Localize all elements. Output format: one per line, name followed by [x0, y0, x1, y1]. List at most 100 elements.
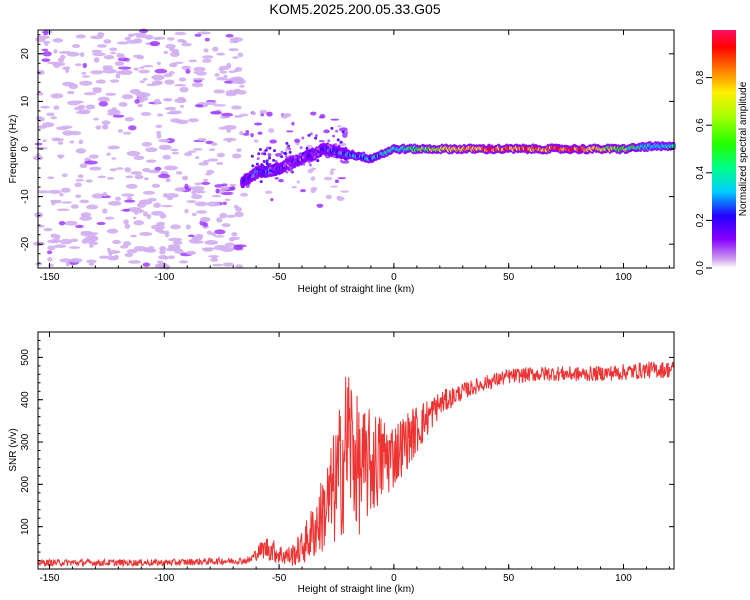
- ridge-speckle: [330, 126, 334, 130]
- noise-blob: [155, 124, 163, 128]
- noise-blob: [209, 110, 222, 115]
- noise-blob: [226, 128, 232, 133]
- noise-blob: [141, 141, 153, 147]
- noise-blob: [61, 125, 73, 129]
- noise-blob: [139, 28, 149, 34]
- x-tick-label: -100: [154, 272, 174, 283]
- spectrogram-y-label: Frequency (Hz): [8, 115, 19, 184]
- noise-blob: [119, 69, 133, 76]
- noise-blob: [251, 111, 256, 116]
- noise-blob: [115, 167, 124, 170]
- noise-blob: [102, 68, 117, 74]
- noise-blob: [162, 154, 172, 160]
- noise-blob: [151, 74, 165, 81]
- noise-blob: [104, 216, 115, 220]
- x-tick-label: -100: [154, 573, 174, 584]
- noise-blob: [51, 238, 61, 244]
- noise-blob: [41, 48, 49, 52]
- noise-blob: [57, 141, 64, 145]
- noise-blob: [253, 139, 259, 143]
- noise-blob: [133, 245, 148, 252]
- snr-y-label: SNR (v/v): [8, 428, 19, 471]
- noise-blob: [156, 61, 161, 65]
- noise-blob: [156, 260, 164, 264]
- noise-blob: [231, 80, 244, 84]
- ridge-speckle: [309, 132, 313, 136]
- noise-blob: [113, 255, 119, 259]
- ridge-speckle: [307, 133, 311, 137]
- ridge-speckle: [302, 162, 306, 166]
- noise-blob: [185, 69, 191, 74]
- ridge-speckle: [265, 146, 269, 150]
- ridge-speckle: [272, 164, 276, 168]
- noise-blob: [216, 77, 228, 81]
- ridge-speckle: [327, 139, 331, 143]
- noise-blob: [78, 139, 84, 145]
- ridge-speckle: [276, 170, 280, 174]
- noise-blob: [190, 194, 203, 200]
- noise-blob: [127, 33, 135, 38]
- ridge-speckle: [341, 130, 345, 134]
- ridge-speckle: [272, 158, 276, 162]
- noise-blob: [174, 31, 187, 36]
- noise-blob: [179, 86, 189, 93]
- ridge-speckle: [257, 152, 261, 156]
- noise-blob: [195, 156, 200, 160]
- noise-blob: [191, 212, 197, 216]
- noise-blob: [188, 239, 199, 243]
- snr-y-axis: 100 200 300 400 500: [20, 331, 674, 570]
- noise-blob: [75, 148, 87, 154]
- noise-blob: [213, 104, 227, 107]
- noise-blob: [58, 50, 72, 54]
- noise-blob: [43, 227, 53, 232]
- noise-blob: [202, 160, 210, 164]
- noise-blob: [35, 262, 43, 266]
- noise-blob: [62, 130, 74, 136]
- noise-blob: [178, 77, 187, 82]
- noise-blob: [168, 237, 183, 242]
- noise-blob: [79, 80, 93, 86]
- noise-blob: [184, 208, 189, 214]
- noise-blob: [202, 248, 214, 252]
- noise-blob: [179, 104, 185, 108]
- noise-blob: [206, 230, 212, 235]
- noise-blob: [164, 79, 175, 85]
- noise-blob: [57, 57, 65, 63]
- noise-blob: [91, 193, 106, 199]
- noise-blob: [107, 201, 122, 206]
- noise-blob: [140, 199, 148, 203]
- noise-blob: [229, 40, 239, 44]
- noise-blob: [181, 42, 192, 47]
- noise-blob: [71, 44, 81, 49]
- noise-blob: [79, 52, 85, 58]
- ridge-speckle: [331, 149, 335, 153]
- noise-blob: [239, 113, 249, 117]
- noise-blob: [154, 68, 168, 74]
- noise-blob: [70, 204, 79, 209]
- noise-blob: [50, 93, 64, 99]
- noise-blob: [114, 196, 122, 201]
- noise-blob: [221, 183, 228, 187]
- noise-blob: [175, 119, 189, 125]
- noise-blob: [102, 208, 108, 214]
- noise-blob: [137, 103, 144, 108]
- colorbar-tick-label: 0.8: [695, 70, 706, 84]
- noise-blob: [74, 182, 82, 188]
- noise-blob: [228, 248, 234, 252]
- noise-blob: [139, 66, 145, 70]
- noise-blob: [204, 37, 210, 42]
- noise-blob: [139, 231, 153, 237]
- noise-blob: [138, 69, 151, 74]
- noise-blob: [145, 147, 158, 153]
- ridge-speckle: [327, 143, 331, 147]
- noise-blob: [228, 70, 236, 74]
- noise-blob: [337, 177, 347, 180]
- noise-blob: [59, 238, 73, 245]
- noise-blob: [50, 233, 58, 239]
- noise-blob: [193, 66, 206, 72]
- colorbar-label: Normalized spectral amplitude: [738, 81, 749, 216]
- ridge-speckle: [260, 163, 264, 167]
- ridge-speckle: [316, 147, 320, 151]
- noise-blob: [269, 139, 277, 144]
- noise-blob: [280, 114, 289, 119]
